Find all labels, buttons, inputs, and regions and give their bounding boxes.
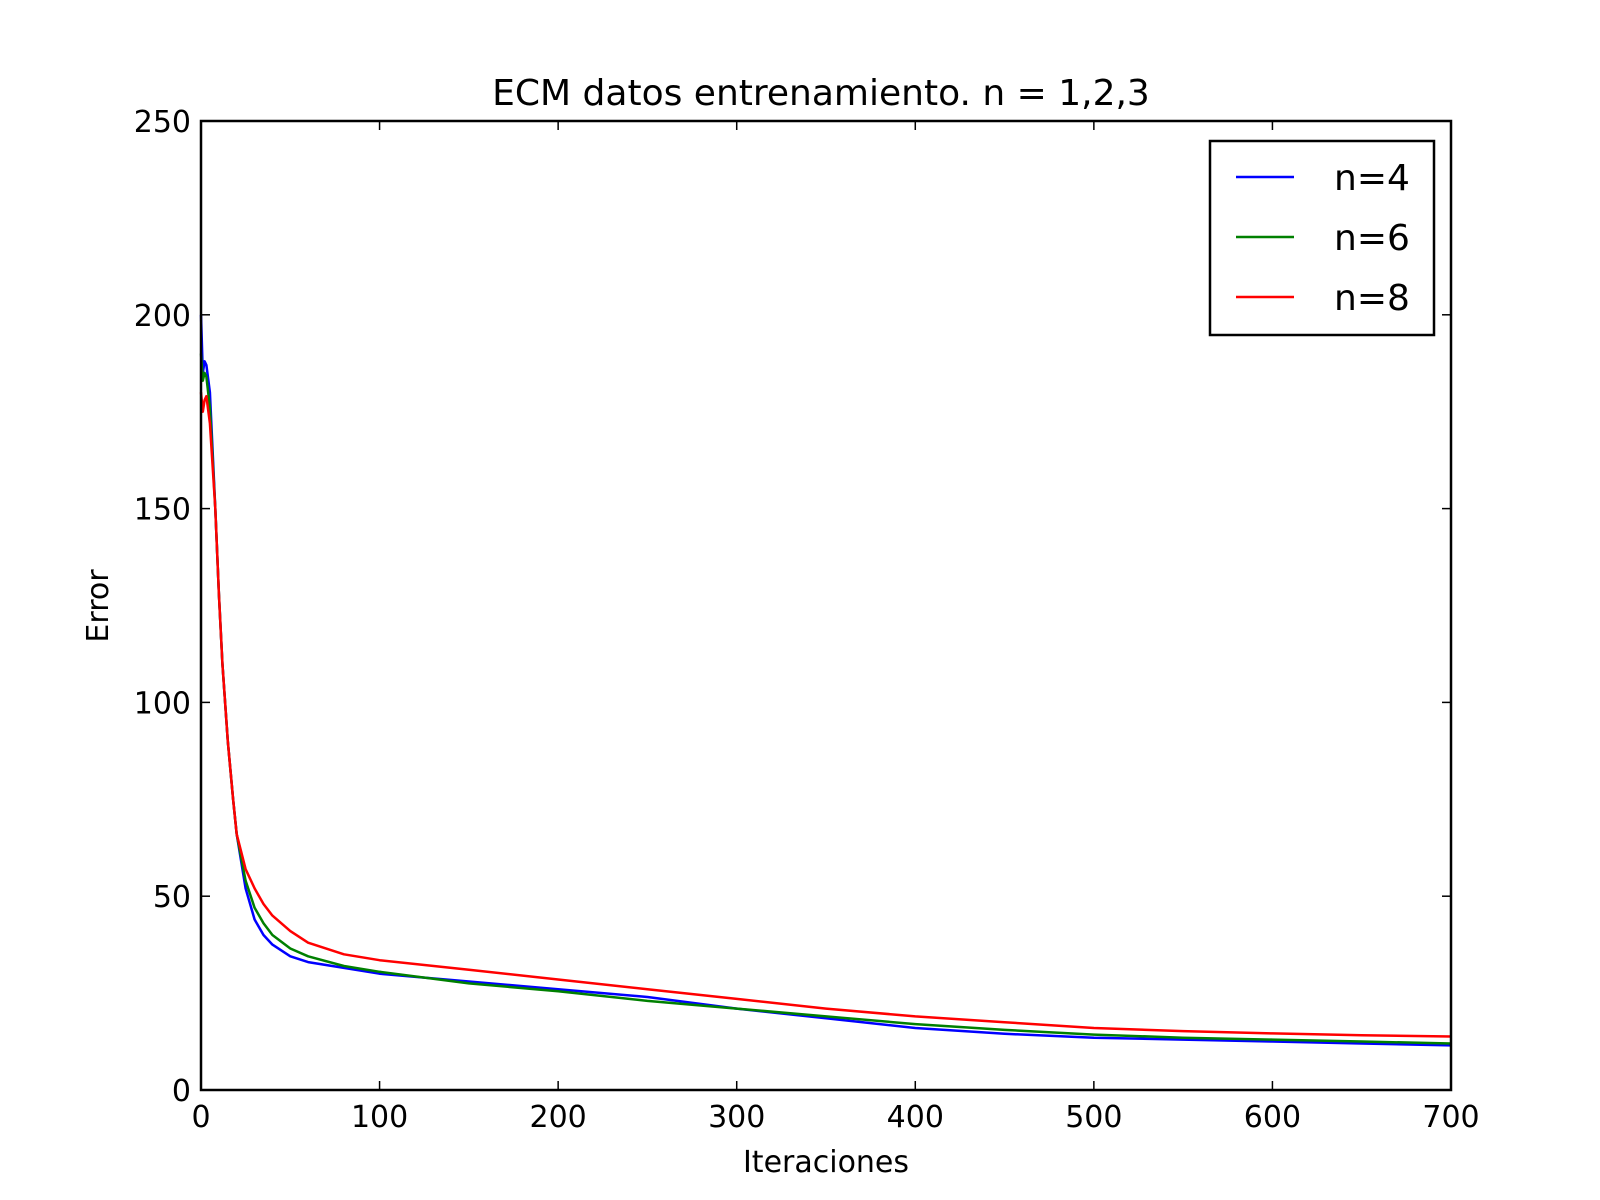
x-tick-label: 600 [1244,1100,1301,1135]
series-layer [199,314,1452,1047]
x-tick-label: 300 [708,1100,765,1135]
x-tick-label: 500 [1065,1100,1122,1135]
x-tick-label: 700 [1422,1100,1479,1135]
chart-title: ECM datos entrenamiento. n = 1,2,3 [492,73,1150,114]
y-tick-label: 150 [134,493,191,528]
y-tick-label: 200 [134,299,191,334]
x-tick-label: 400 [887,1100,944,1135]
y-tick-label: 0 [172,1074,191,1109]
y-tick-label: 50 [153,880,191,915]
x-tick-label: 0 [191,1100,210,1135]
y-axis-title: Error [81,569,116,643]
y-tick-label: 250 [134,105,191,140]
legend-label: n=8 [1334,278,1410,319]
y-tick-label: 100 [134,686,191,721]
x-tick-label: 100 [351,1100,408,1135]
x-axis-title: Iteraciones [743,1145,909,1180]
legend-label: n=4 [1334,158,1410,199]
ticks-layer: 0 100 200 300 400 500 600 700 0 50 100 150 200 250 [134,105,1480,1135]
plot-frame [199,119,1453,1092]
x-tick-label: 200 [530,1100,587,1135]
legend-label: n=6 [1334,218,1410,259]
legend: n=4 n=6 n=8 [1208,139,1436,337]
series-line-n=8 [199,392,1452,1038]
